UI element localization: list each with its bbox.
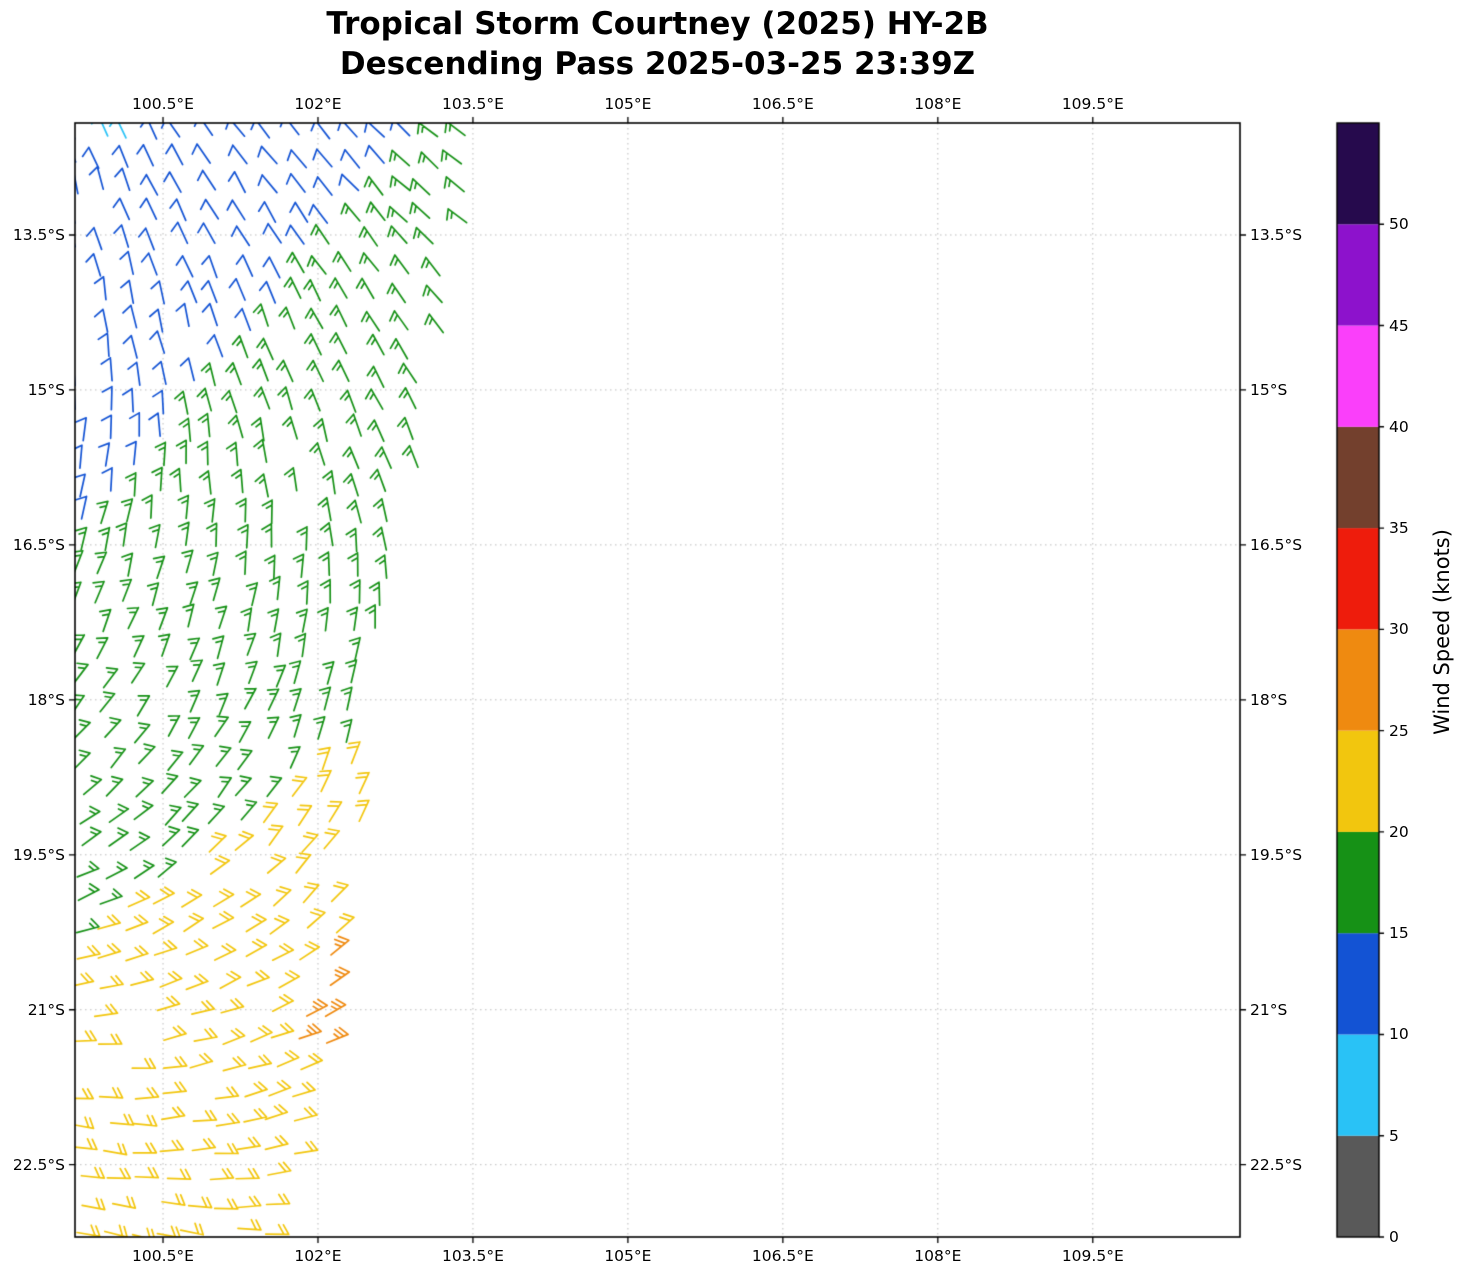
x-tick-label-top: 106.5°E: [751, 95, 814, 113]
y-tick-label-right: 18°S: [1250, 690, 1288, 709]
y-tick-label-right: 22.5°S: [1250, 1155, 1303, 1174]
chart-title-line2: Descending Pass 2025-03-25 23:39Z: [339, 46, 976, 82]
colorbar-tick-label: 10: [1389, 1025, 1409, 1044]
chart-title: Tropical Storm Courtney (2025) HY-2B Des…: [75, 4, 1240, 84]
colorbar-tick-label: 45: [1389, 316, 1409, 335]
colorbar-tick-label: 5: [1389, 1126, 1399, 1145]
colorbar-tick-label: 35: [1389, 519, 1409, 538]
x-tick-label-top: 105°E: [604, 95, 652, 113]
colorbar-tick-label: 20: [1389, 822, 1409, 841]
x-tick-label-top: 108°E: [914, 95, 962, 113]
y-tick-label-left: 13.5°S: [12, 225, 65, 244]
colorbar-tick-label: 30: [1389, 620, 1409, 639]
colorbar-tick-label: 25: [1389, 721, 1409, 740]
x-tick-label-bottom: 105°E: [604, 1247, 652, 1264]
x-tick-label-bottom: 100.5°E: [132, 1247, 194, 1264]
y-tick-label-right: 19.5°S: [1250, 845, 1303, 864]
x-tick-label-bottom: 102°E: [294, 1247, 342, 1264]
colorbar-axis-label-text: Wind Speed (knots): [1430, 529, 1454, 735]
y-tick-label-left: 16.5°S: [12, 535, 65, 554]
y-tick-label-left: 18°S: [27, 690, 65, 709]
x-tick-label-top: 103.5°E: [441, 95, 504, 113]
x-tick-label-bottom: 109.5°E: [1061, 1247, 1124, 1264]
y-tick-label-right: 15°S: [1250, 380, 1288, 399]
colorbar-tick-label: 50: [1389, 215, 1409, 234]
colorbar-tick-label: 15: [1389, 924, 1409, 943]
x-tick-label-bottom: 103.5°E: [441, 1247, 504, 1264]
colorbar-tick-label: 40: [1389, 417, 1409, 436]
x-tick-label-top: 100.5°E: [132, 95, 194, 113]
y-tick-label-right: 21°S: [1250, 1000, 1288, 1019]
y-tick-label-right: 16.5°S: [1250, 535, 1303, 554]
colorbar-tick-label: 0: [1389, 1228, 1399, 1246]
y-tick-label-left: 21°S: [27, 1000, 65, 1019]
y-tick-label-left: 22.5°S: [12, 1155, 65, 1174]
y-tick-label-left: 19.5°S: [12, 845, 65, 864]
y-tick-label-left: 15°S: [27, 380, 65, 399]
x-tick-label-top: 109.5°E: [1061, 95, 1124, 113]
x-tick-label-bottom: 106.5°E: [751, 1247, 814, 1264]
x-tick-label-bottom: 108°E: [914, 1247, 962, 1264]
x-tick-label-top: 102°E: [294, 95, 342, 113]
chart-title-line1: Tropical Storm Courtney (2025) HY-2B: [326, 6, 989, 42]
colorbar-axis-label: Wind Speed (knots): [1418, 0, 1466, 1264]
y-tick-label-right: 13.5°S: [1250, 225, 1303, 244]
